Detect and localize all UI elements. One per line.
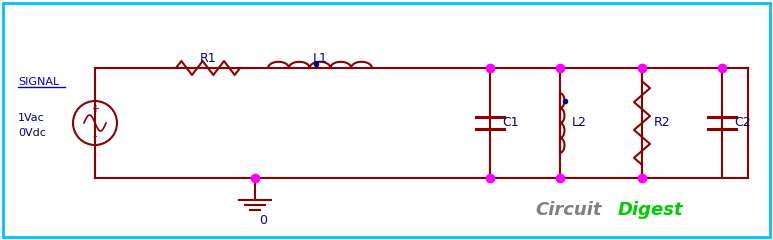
Text: 0Vdc: 0Vdc [18,128,46,138]
Text: L1: L1 [312,52,328,65]
Text: 0: 0 [259,214,267,227]
Text: C1: C1 [502,116,519,130]
Text: Circuit: Circuit [535,201,601,219]
Text: -: - [93,131,97,144]
Text: R2: R2 [654,116,671,130]
Text: C2: C2 [734,116,751,130]
Text: R1: R1 [199,52,216,65]
Text: L2: L2 [572,116,587,130]
Text: +: + [91,104,99,114]
Text: 1Vac: 1Vac [18,113,45,123]
Text: SIGNAL: SIGNAL [18,77,60,87]
Text: Digest: Digest [618,201,683,219]
